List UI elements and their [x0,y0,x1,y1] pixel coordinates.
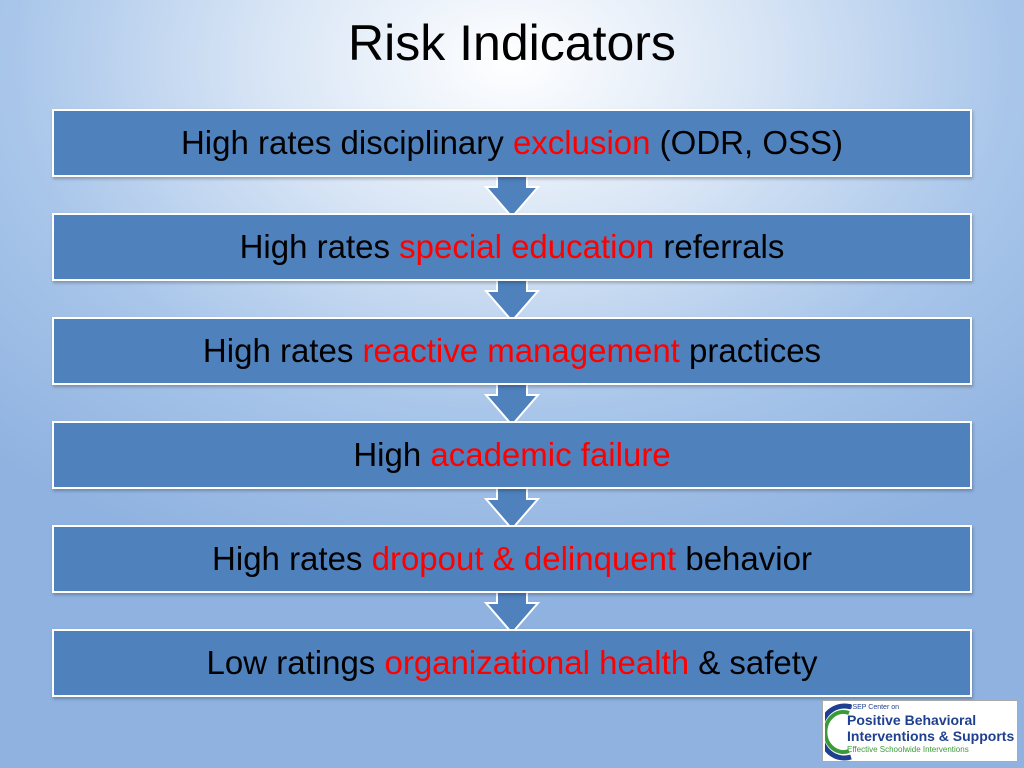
indicator-text: & safety [689,644,818,681]
logo-text: Effective Schoolwide Interventions [847,745,969,754]
slide-title: Risk Indicators [348,15,676,71]
indicator-text: Low ratings [206,644,385,681]
logo-text: Positive Behavioral [847,712,977,728]
indicator-text: High rates [239,228,400,265]
indicator-text: behavior [676,540,812,577]
indicator-box: High academic failure [52,421,972,489]
highlight-text: special education [399,228,655,265]
highlight-text: dropout & delinquent [371,540,677,577]
arrow [483,482,541,531]
indicator-text: High [353,436,431,473]
indicator-text: referrals [654,228,785,265]
highlight-text: exclusion [512,124,651,161]
highlight-text: organizational health [384,644,690,681]
arrow [483,378,541,427]
indicator-text: High rates [212,540,372,577]
highlight-text: academic failure [430,436,671,473]
arrow [483,274,541,323]
logo-mark [825,703,852,761]
indicator-box: High rates reactive management practices [52,317,972,385]
indicator-box: High rates special education referrals [52,213,972,281]
indicator-box: Low ratings organizational health & safe… [52,629,972,697]
logo-text: OSEP Center on [847,704,900,711]
arrow [483,170,541,219]
indicator-text: (ODR, OSS) [650,124,844,161]
indicator-box: High rates disciplinary exclusion (ODR, … [52,109,972,177]
indicator-box: High rates dropout & delinquent behavior [52,525,972,593]
indicator-text: practices [679,332,822,369]
logo: OSEP Center on Positive Behavioral Inter… [822,700,1018,762]
highlight-text: reactive management [362,332,680,369]
logo-text: Interventions & Supports [847,728,1015,744]
indicator-text: High rates [202,332,363,369]
indicator-text: High rates disciplinary [180,124,513,161]
arrow [483,586,541,635]
